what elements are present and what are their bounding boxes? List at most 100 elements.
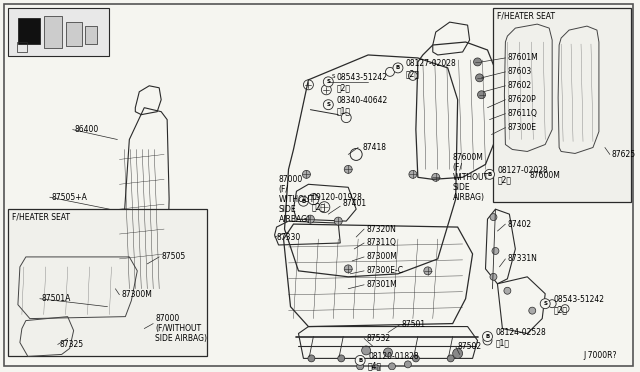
Text: S: S <box>326 79 330 84</box>
Circle shape <box>452 349 463 358</box>
Circle shape <box>492 247 499 254</box>
Circle shape <box>447 355 454 362</box>
Text: 87611Q: 87611Q <box>508 109 537 118</box>
Circle shape <box>483 331 492 341</box>
Circle shape <box>540 299 550 309</box>
Text: 87603: 87603 <box>508 67 532 76</box>
Text: WITHOUT: WITHOUT <box>452 173 489 182</box>
Text: SIDE: SIDE <box>278 205 296 214</box>
Text: 09120-01928: 09120-01928 <box>312 193 362 202</box>
Circle shape <box>372 365 380 372</box>
Text: （2）: （2） <box>553 305 567 314</box>
Text: 87300M: 87300M <box>366 253 397 262</box>
Text: 08127-02028: 08127-02028 <box>406 60 457 68</box>
Circle shape <box>303 170 310 178</box>
Text: 08340-40642: 08340-40642 <box>336 96 388 105</box>
Circle shape <box>344 265 352 273</box>
Bar <box>18 18 40 44</box>
Text: 87300E: 87300E <box>508 123 536 132</box>
Text: 08127-02028: 08127-02028 <box>497 166 548 175</box>
Text: 87532: 87532 <box>366 334 390 343</box>
Circle shape <box>490 273 497 280</box>
Text: 08124-02528: 08124-02528 <box>495 328 546 337</box>
Text: 87620P: 87620P <box>508 95 536 104</box>
Text: 86400: 86400 <box>75 125 99 134</box>
Text: S: S <box>332 74 335 79</box>
Bar <box>17 42 27 52</box>
Text: J 7000R?: J 7000R? <box>583 352 617 360</box>
Circle shape <box>477 91 486 99</box>
Text: B: B <box>358 358 362 363</box>
Circle shape <box>355 355 365 365</box>
Circle shape <box>412 355 419 362</box>
Circle shape <box>323 100 333 110</box>
Text: 87300M: 87300M <box>122 290 152 299</box>
Text: 87325: 87325 <box>60 340 84 349</box>
Text: F/HEATER SEAT: F/HEATER SEAT <box>12 212 70 221</box>
Circle shape <box>409 170 417 178</box>
Text: 87000: 87000 <box>278 175 303 184</box>
Text: 87501: 87501 <box>402 320 426 329</box>
Circle shape <box>476 74 483 82</box>
Bar <box>44 16 61 48</box>
Text: 87331N: 87331N <box>508 254 537 263</box>
Circle shape <box>356 363 364 370</box>
Circle shape <box>308 355 315 362</box>
Text: 08543-51242: 08543-51242 <box>553 295 604 304</box>
Text: 87330: 87330 <box>276 232 301 241</box>
Text: 08120-01828: 08120-01828 <box>368 352 419 361</box>
Text: B: B <box>487 172 492 177</box>
Text: 87601M: 87601M <box>508 54 538 62</box>
Text: 87505: 87505 <box>161 253 186 262</box>
Text: S: S <box>326 102 330 107</box>
Bar <box>493 8 631 202</box>
Text: B: B <box>396 65 400 70</box>
Text: AIRBAG): AIRBAG) <box>278 215 310 224</box>
Text: 08543-51242: 08543-51242 <box>336 73 387 82</box>
Text: 87402: 87402 <box>508 219 531 228</box>
Text: 87301M: 87301M <box>366 280 397 289</box>
Circle shape <box>490 214 497 221</box>
Circle shape <box>338 355 345 362</box>
Circle shape <box>393 63 403 73</box>
Text: （2）: （2） <box>497 176 511 185</box>
Text: SIDE AIRBAG): SIDE AIRBAG) <box>156 334 207 343</box>
Circle shape <box>323 77 333 87</box>
Text: (F/: (F/ <box>278 185 289 194</box>
Text: B: B <box>301 199 305 204</box>
Text: F/HEATER SEAT: F/HEATER SEAT <box>497 11 556 20</box>
Text: 87602: 87602 <box>508 81 531 90</box>
Circle shape <box>474 58 481 66</box>
Circle shape <box>383 348 392 357</box>
Text: （2）: （2） <box>336 83 350 92</box>
Text: (F/WITHOUT: (F/WITHOUT <box>156 324 202 333</box>
Text: 87505+A: 87505+A <box>52 193 88 202</box>
Text: 87418: 87418 <box>362 143 386 152</box>
Circle shape <box>334 217 342 225</box>
Text: 87401: 87401 <box>342 199 366 208</box>
Text: （1）: （1） <box>336 106 350 115</box>
Text: 87625: 87625 <box>612 150 636 159</box>
Bar <box>8 8 109 56</box>
Circle shape <box>307 215 314 223</box>
Text: (F/: (F/ <box>452 163 463 172</box>
Text: （2）: （2） <box>406 69 420 78</box>
Circle shape <box>432 173 440 181</box>
Circle shape <box>404 361 412 368</box>
Circle shape <box>344 166 352 173</box>
Bar <box>84 26 97 44</box>
Bar <box>8 209 207 356</box>
Circle shape <box>362 346 371 355</box>
Text: S: S <box>543 301 547 306</box>
Circle shape <box>298 196 308 206</box>
Circle shape <box>529 307 536 314</box>
Text: AIRBAG): AIRBAG) <box>452 193 484 202</box>
Circle shape <box>388 363 396 370</box>
Text: 87600M: 87600M <box>530 171 561 180</box>
Text: WITHOUT: WITHOUT <box>278 195 315 204</box>
Circle shape <box>484 169 495 179</box>
Text: 87600M: 87600M <box>452 153 484 162</box>
Text: B: B <box>485 334 490 339</box>
Bar <box>66 22 81 46</box>
Text: SIDE: SIDE <box>452 183 470 192</box>
